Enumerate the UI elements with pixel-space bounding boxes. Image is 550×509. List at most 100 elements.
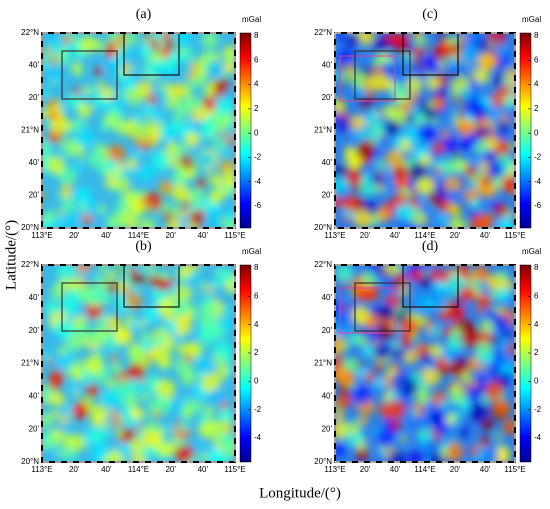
blob	[470, 446, 479, 455]
blob	[204, 341, 211, 348]
blob	[485, 380, 504, 400]
hot-spot	[412, 47, 422, 58]
blob	[56, 148, 68, 159]
blob	[384, 119, 401, 136]
lon-tick-label: 40'	[101, 465, 112, 474]
blob	[191, 265, 200, 275]
blob	[223, 60, 235, 75]
blob	[51, 410, 60, 419]
blob	[356, 33, 375, 46]
blob	[125, 167, 135, 177]
blob	[77, 102, 93, 118]
blob	[63, 405, 75, 416]
lat-tick-label: 40'	[322, 158, 333, 167]
blob	[59, 280, 67, 288]
blob	[146, 94, 157, 105]
blob	[335, 308, 351, 326]
blob	[112, 171, 120, 180]
blob	[96, 82, 105, 90]
blob	[445, 415, 455, 425]
blob	[208, 388, 226, 406]
blob	[76, 145, 85, 155]
blob	[172, 33, 193, 46]
blob	[429, 344, 443, 358]
blob	[220, 100, 231, 110]
blob	[470, 198, 481, 209]
blob	[161, 430, 175, 444]
blob	[335, 356, 345, 370]
blob	[433, 166, 442, 175]
blob	[449, 388, 467, 406]
blob	[142, 38, 150, 45]
blob	[468, 402, 489, 422]
blob	[65, 344, 75, 354]
blob	[443, 176, 462, 194]
colorbar-tick-label: 2	[254, 348, 259, 357]
blob	[92, 274, 101, 282]
blob	[431, 417, 439, 424]
blob	[179, 265, 193, 278]
lat-tick-label: 40'	[322, 293, 333, 302]
blob	[154, 348, 172, 366]
lon-tick-label: 114°E	[128, 231, 149, 240]
colorbar-tick-label: 2	[534, 104, 539, 113]
anomaly-blobs	[42, 265, 235, 462]
lat-tick-label: 21°N	[314, 359, 332, 368]
colorbar-tick-label: -4	[254, 177, 262, 186]
blob	[200, 373, 221, 394]
colorbar-tick-label: 6	[254, 291, 259, 300]
blob	[460, 427, 468, 435]
blob	[359, 416, 368, 425]
blob	[493, 203, 508, 218]
blob	[411, 33, 422, 39]
blob	[123, 33, 138, 46]
blob	[490, 91, 507, 108]
hot-spot	[117, 34, 124, 41]
blob	[85, 384, 99, 398]
blob	[57, 209, 64, 217]
blob	[196, 371, 205, 380]
lon-tick-label: 40'	[198, 465, 209, 474]
blob	[481, 418, 494, 431]
blob	[131, 319, 142, 329]
blob	[42, 51, 50, 59]
blob	[490, 309, 497, 317]
blob	[446, 189, 459, 202]
lat-tick-label: 20'	[29, 191, 40, 200]
lon-tick-label: 115°E	[504, 465, 525, 474]
lon-tick-label: 113°E	[31, 231, 52, 240]
blob	[102, 454, 117, 462]
anomaly-blobs	[335, 33, 515, 228]
blob	[497, 48, 506, 57]
hot-spot	[145, 33, 152, 40]
blob	[476, 306, 485, 315]
blob	[177, 439, 187, 448]
lat-tick-label: 22°N	[21, 28, 39, 37]
colorbar-tick-label: 0	[534, 128, 539, 137]
blob	[57, 449, 67, 459]
blob	[387, 265, 400, 275]
blob	[336, 393, 352, 409]
blob	[178, 48, 186, 57]
blob	[84, 355, 103, 375]
blob	[181, 406, 193, 418]
blob	[358, 336, 370, 348]
blob	[102, 152, 111, 161]
blob	[455, 377, 463, 385]
blob	[139, 218, 156, 228]
blob	[436, 419, 450, 433]
blob	[458, 33, 467, 42]
blob	[142, 103, 154, 115]
blob	[103, 413, 115, 425]
blob	[467, 276, 475, 284]
blob	[57, 265, 75, 281]
colorbar-tick-label: -4	[534, 177, 542, 186]
blob	[410, 370, 425, 384]
hot-spot	[457, 265, 469, 275]
blob	[60, 103, 69, 113]
blob	[347, 371, 355, 379]
blob	[406, 75, 423, 93]
blob	[79, 202, 87, 211]
blob	[143, 431, 159, 447]
